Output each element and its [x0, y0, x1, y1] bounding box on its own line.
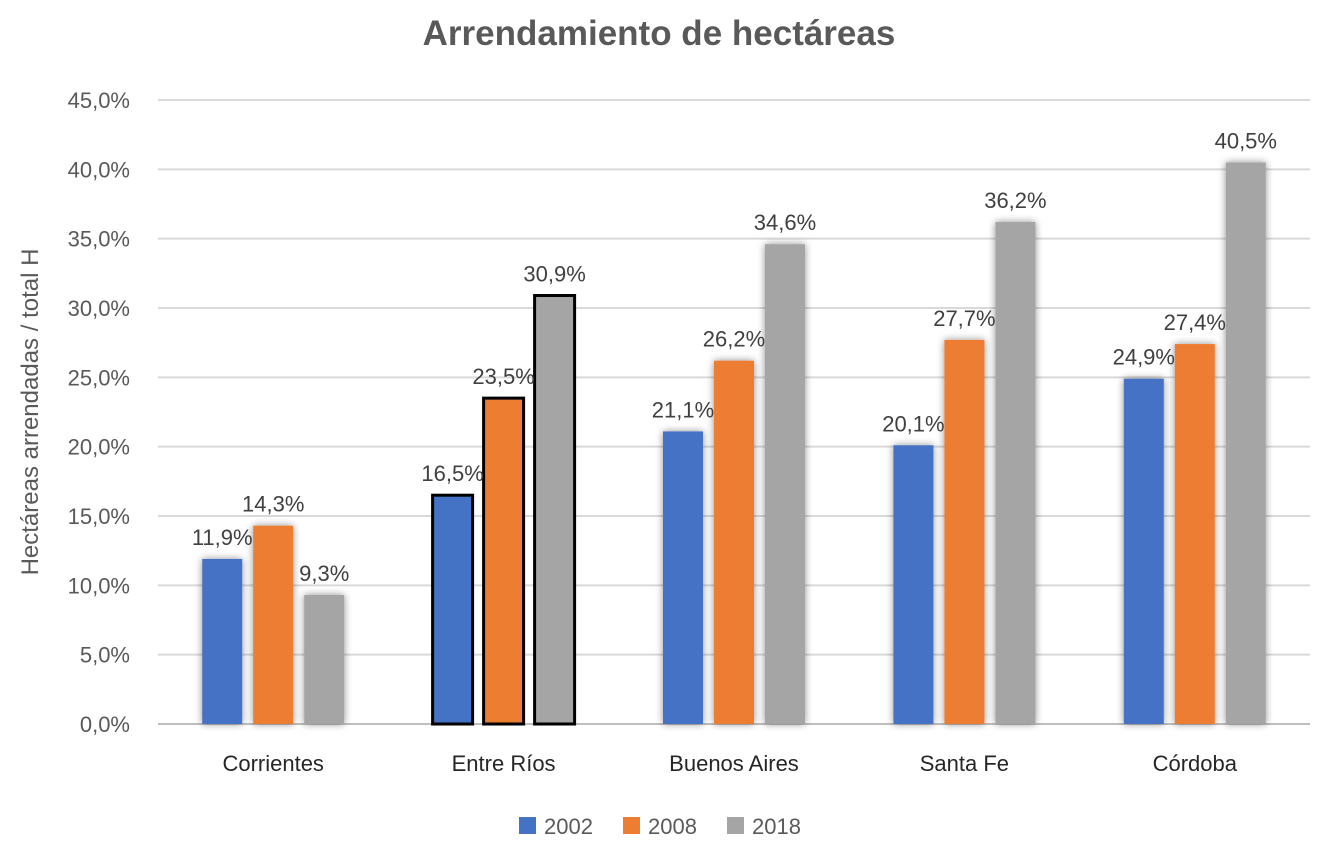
bar-2008: [253, 525, 294, 724]
data-label: 11,9%: [192, 525, 253, 550]
data-label: 34,6%: [754, 210, 816, 235]
bar-2002: [431, 493, 475, 726]
y-tick-label: 35,0%: [68, 227, 130, 252]
legend-label: 2018: [752, 814, 801, 839]
category-label: Santa Fe: [920, 751, 1009, 776]
bar-2002: [1123, 378, 1164, 724]
y-tick-label: 30,0%: [68, 296, 130, 321]
bar-2008: [1174, 344, 1215, 724]
data-label: 16,5%: [421, 461, 483, 486]
bar-2018: [1225, 162, 1266, 724]
data-label: 21,1%: [652, 397, 714, 422]
bar-2018: [765, 244, 805, 725]
bar-2008: [714, 360, 754, 724]
data-label: 27,7%: [933, 306, 995, 331]
data-label: 27,4%: [1164, 310, 1226, 335]
data-label: 14,3%: [242, 492, 304, 517]
category-label: Córdoba: [1153, 751, 1238, 776]
data-label: 26,2%: [703, 327, 765, 352]
y-tick-label: 40,0%: [68, 157, 130, 182]
y-tick-label: 0,0%: [80, 712, 130, 737]
legend-swatch-2008: [623, 817, 640, 834]
category-label: Buenos Aires: [669, 751, 799, 776]
data-label: 36,2%: [984, 188, 1046, 213]
bar-2008: [944, 339, 985, 724]
y-tick-label: 45,0%: [68, 88, 130, 113]
y-tick-label: 5,0%: [80, 643, 130, 668]
data-label: 24,9%: [1113, 345, 1175, 370]
y-axis-label: Hectáreas arrendadas / total H: [17, 249, 44, 576]
data-label: 20,1%: [882, 411, 944, 436]
data-label: 23,5%: [472, 364, 534, 389]
y-tick-label: 20,0%: [68, 435, 130, 460]
chart-title: Arrendamiento de hectáreas: [423, 14, 896, 53]
category-label: Corrientes: [222, 751, 323, 776]
y-tick-label: 15,0%: [68, 504, 130, 529]
bar-2002: [893, 445, 934, 724]
data-label: 30,9%: [523, 262, 585, 287]
bar-2002: [663, 431, 703, 724]
bar-2018: [533, 294, 577, 726]
legend-swatch-2002: [519, 817, 536, 834]
category-label: Entre Ríos: [452, 751, 556, 776]
bar-2018: [995, 222, 1036, 724]
bar-2002: [202, 558, 243, 724]
legend-swatch-2018: [727, 817, 744, 834]
y-tick-label: 10,0%: [68, 573, 130, 598]
data-label: 40,5%: [1215, 128, 1277, 153]
legend-label: 2002: [544, 814, 593, 839]
data-label: 9,3%: [299, 561, 349, 586]
legend-label: 2008: [648, 814, 697, 839]
bar-2008: [482, 396, 526, 726]
bar-2018: [304, 595, 345, 724]
y-tick-label: 25,0%: [68, 365, 130, 390]
